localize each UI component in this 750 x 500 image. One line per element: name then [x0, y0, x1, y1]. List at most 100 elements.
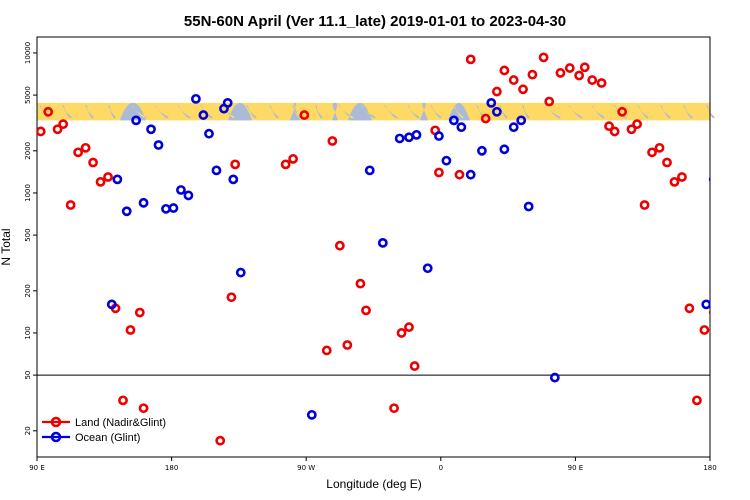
ocean-point-5 [146, 124, 156, 135]
ocean-point-43 [733, 199, 740, 206]
ocean-point-10 [183, 190, 194, 201]
land-point-54 [639, 200, 650, 210]
ocean-point-42 [727, 117, 734, 124]
ocean-point-16 [222, 97, 233, 108]
legend-land-label: Land (Nadir&Glint) [75, 417, 166, 429]
land-point-37 [499, 65, 510, 76]
land-point-7 [88, 157, 98, 168]
land-point-64 [714, 405, 721, 412]
land-point-48 [596, 78, 607, 88]
land-point-30 [409, 361, 420, 371]
chart-title: 55N-60N April (Ver 11.1_late) 2019-01-01… [184, 13, 566, 30]
land-point-18 [280, 159, 291, 170]
x-tick-label-5: 180 [703, 464, 716, 472]
ocean-point-34 [499, 144, 510, 155]
ocean-point-24 [411, 129, 422, 140]
ocean-point-17 [228, 174, 239, 185]
ocean-point-4 [138, 197, 149, 208]
ocean-point-25 [422, 263, 433, 274]
land-point-58 [669, 176, 680, 187]
ocean-point-22 [394, 133, 405, 144]
ocean-point-31 [477, 145, 487, 156]
land-point-19 [288, 154, 299, 164]
land-point-50 [609, 126, 620, 137]
land-point-41 [538, 52, 549, 63]
x-axis: 90 E 180 90 W 0 90 E 180 [29, 457, 717, 472]
land-point-4 [65, 200, 76, 210]
land-point-24 [342, 340, 353, 350]
land-point-36 [491, 86, 502, 97]
land-point-29 [404, 322, 414, 333]
land-point-12 [125, 325, 136, 335]
land-point-22 [327, 136, 338, 146]
land-point-34 [465, 54, 476, 65]
ocean-point-9 [176, 185, 186, 195]
ocean-point-28 [448, 115, 459, 126]
ocean-point-6 [153, 140, 164, 150]
land-point-16 [226, 292, 237, 303]
land-point-42 [544, 96, 555, 107]
ocean-point-37 [523, 201, 534, 212]
land-point-32 [434, 167, 444, 178]
legend: Land (Nadir&Glint) Ocean (Glint) [42, 416, 166, 444]
land-point-8 [95, 176, 106, 187]
ocean-point-35 [508, 122, 519, 133]
land-point-47 [587, 75, 598, 85]
land-point-62 [699, 325, 710, 335]
ocean-point-30 [465, 169, 476, 180]
land-point-25 [355, 278, 366, 289]
band-base [37, 102, 710, 121]
x-tick-label-0: 90 E [29, 464, 45, 472]
ocean-point-8 [168, 203, 179, 213]
ocean-point-27 [441, 155, 452, 166]
ocean-point-14 [211, 165, 222, 176]
ocean-point-39 [701, 299, 710, 310]
y-tick-label-2000: 2000 [24, 142, 32, 160]
land-point-5 [73, 147, 84, 158]
y-tick-label-1000: 1000 [24, 184, 32, 202]
ocean-point-18 [235, 267, 246, 278]
land-point-39 [518, 84, 528, 95]
land-point-43 [555, 68, 566, 78]
land-point-40 [527, 69, 538, 80]
land-point-63 [708, 309, 710, 316]
land-point-9 [103, 172, 113, 182]
land-point-3 [58, 119, 69, 130]
ocean-point-0 [106, 299, 117, 310]
ocean-point-20 [364, 165, 375, 176]
ocean-point-12 [198, 110, 209, 120]
y-axis: 20 50 100 200 500 1000 2000 5000 10000 [24, 42, 37, 435]
data-points [37, 52, 740, 446]
land-point-21 [321, 345, 332, 356]
land-point-59 [677, 172, 687, 182]
x-axis-label: Longitude (deg E) [326, 477, 421, 491]
land-point-33 [454, 169, 465, 180]
ocean-point-1 [112, 174, 123, 185]
land-point-55 [647, 147, 657, 158]
land-point-56 [654, 142, 665, 153]
land-point-11 [118, 395, 128, 406]
land-point-52 [626, 124, 637, 135]
ocean-point-40 [708, 176, 710, 183]
ocean-point-36 [516, 115, 527, 126]
land-point-27 [389, 403, 399, 414]
y-tick-label-500: 500 [24, 228, 32, 241]
legend-ocean-swatch-marker [50, 431, 62, 443]
land-point-44 [564, 63, 575, 73]
land-point-15 [215, 435, 226, 446]
y-tick-label-20: 20 [24, 426, 32, 435]
land-point-53 [632, 119, 642, 130]
y-axis-label: N Total [0, 228, 13, 265]
y-tick-label-10000: 10000 [24, 42, 32, 64]
x-tick-label-1: 180 [165, 464, 178, 472]
ocean-point-38 [549, 372, 560, 383]
land-point-6 [80, 142, 91, 153]
land-point-17 [230, 159, 241, 170]
x-tick-label-3: 0 [439, 464, 443, 472]
legend-ocean-label: Ocean (Glint) [75, 432, 140, 444]
overlap-band [37, 102, 715, 121]
ocean-point-19 [306, 409, 317, 420]
y-tick-label-5000: 5000 [24, 86, 32, 104]
ocean-point-3 [131, 115, 141, 126]
